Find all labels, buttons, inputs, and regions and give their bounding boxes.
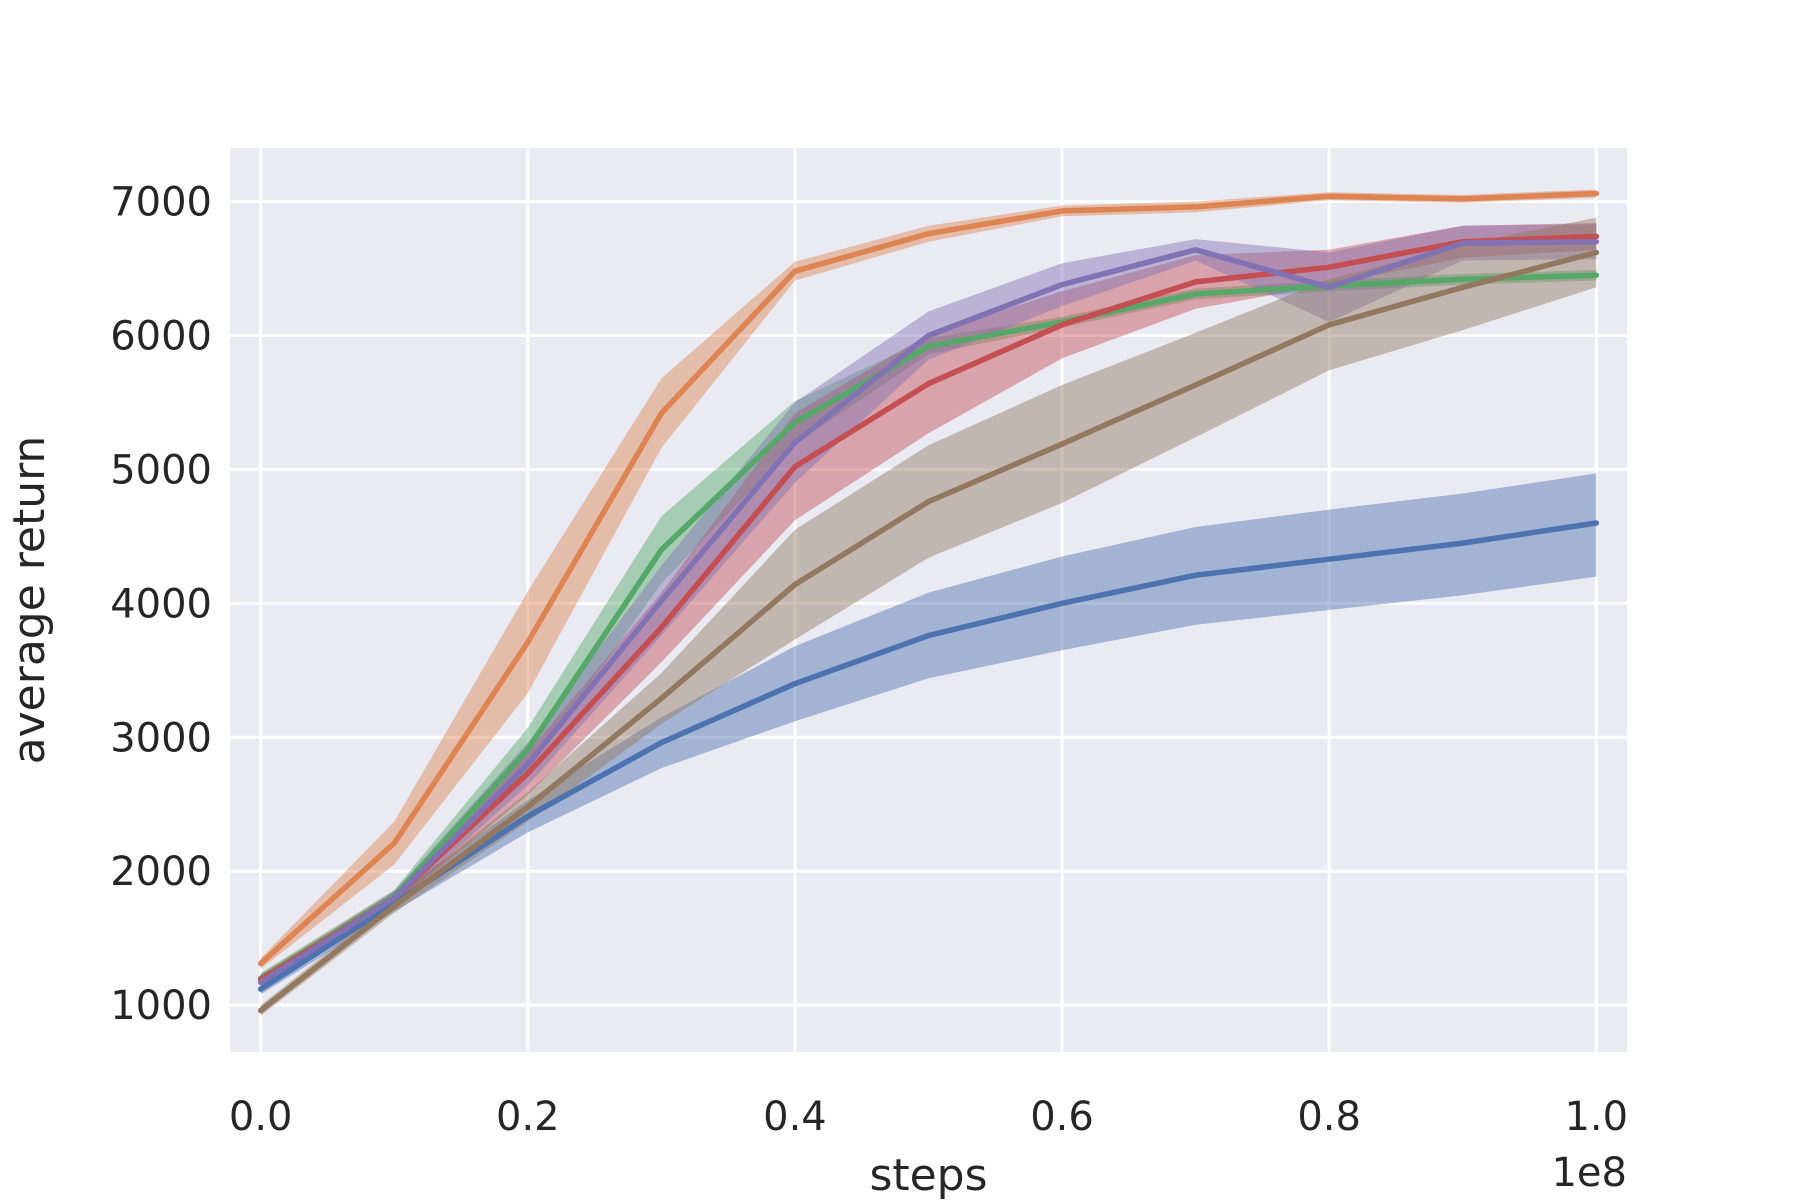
x-tick-label: 0.4 xyxy=(763,1094,827,1140)
series-line-1 xyxy=(257,520,1600,992)
y-tick-label: 4000 xyxy=(110,581,212,627)
series-line-2 xyxy=(257,190,1600,967)
series-line-5 xyxy=(257,238,1600,986)
series-line-3 xyxy=(257,272,1600,982)
x-offset-label: 1e8 xyxy=(1551,1150,1627,1196)
x-tick-label: 0.6 xyxy=(1030,1094,1094,1140)
x-tick-label: 0.0 xyxy=(229,1094,293,1140)
x-tick-label: 0.2 xyxy=(496,1094,560,1140)
x-tick-label: 0.8 xyxy=(1297,1094,1361,1140)
x-tick-label: 1.0 xyxy=(1564,1094,1628,1140)
y-tick-label: 7000 xyxy=(110,180,212,226)
y-tick-label: 1000 xyxy=(110,983,212,1029)
confidence-band-1 xyxy=(260,473,1597,995)
series-line-4 xyxy=(257,233,1600,983)
y-tick-label: 5000 xyxy=(110,447,212,493)
y-tick-label: 3000 xyxy=(110,715,212,761)
y-tick-label: 6000 xyxy=(110,313,212,359)
y-axis-label: average return xyxy=(4,436,55,765)
confidence-band-6 xyxy=(260,217,1597,1016)
x-axis-label: steps xyxy=(869,1150,987,1200)
confidence-band-4 xyxy=(260,223,1597,985)
plot-area xyxy=(230,148,1627,1052)
y-tick-label: 2000 xyxy=(110,849,212,895)
series-line-6 xyxy=(257,249,1600,1014)
